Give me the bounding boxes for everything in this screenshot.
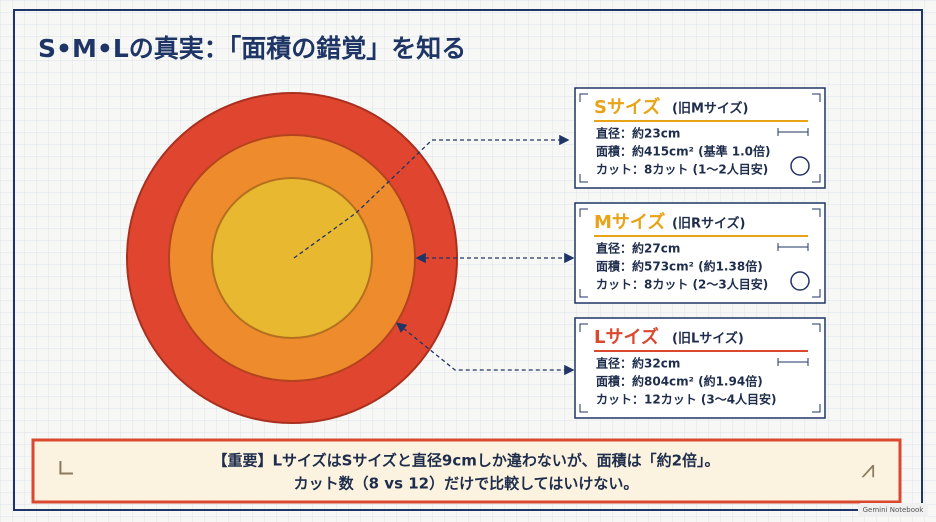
frame [13, 9, 923, 511]
arrow-s [293, 134, 570, 259]
arrow-l [395, 322, 575, 376]
info: 面積：約415cm² (基準 1.0倍) [596, 144, 771, 159]
measure-icon [777, 128, 809, 136]
banner [31, 438, 902, 504]
corner-marks [579, 208, 821, 298]
corner-marks [579, 93, 821, 183]
measure-icon [777, 243, 809, 251]
size-name: Mサイズ [594, 211, 665, 233]
arrows [293, 134, 575, 376]
banner-line: カット数（8 vs 12）だけで比較してはいけない。 [294, 475, 639, 493]
ruler-icon: ∟ [56, 455, 76, 483]
size-box [574, 317, 826, 419]
pizza-icon [790, 271, 810, 291]
pizza-icon [790, 156, 810, 176]
title: S•M•Lの真実：「面積の錯覚」を知る [38, 34, 466, 63]
info: 直径：約32cm [596, 356, 680, 371]
compass-icon: ⩘ [861, 455, 875, 483]
info: カット：8カット (2〜3人目安) [596, 277, 768, 292]
info: 面積：約573cm² (約1.38倍) [596, 259, 763, 274]
info: カット：8カット (1〜2人目安) [596, 162, 768, 177]
size-name: Lサイズ [594, 326, 659, 348]
watermark-bg [858, 503, 928, 517]
size-boxes: Sサイズ (旧Mサイズ) 直径：約23cm 面積：約415cm² (基準 1.0倍) カ… [574, 87, 826, 419]
size-box [574, 87, 826, 189]
size-old-name: (旧Lサイズ) [672, 331, 744, 347]
size-box [574, 202, 826, 304]
corner-marks [579, 323, 821, 413]
circle-s [211, 177, 373, 339]
banner-line: 【重要】LサイズはSサイズと直径9cmしか違わないが、面積は「約2倍」。 [212, 452, 719, 470]
size-old-name: (旧Rサイズ) [672, 216, 746, 232]
info: カット：12カット (3〜4人目安) [596, 392, 777, 407]
info: 直径：約23cm [596, 126, 680, 141]
info: 直径：約27cm [596, 241, 680, 256]
measure-icon [777, 358, 809, 366]
watermark: Gemini Notebook [863, 506, 925, 514]
info: 面積：約804cm² (約1.94倍) [596, 374, 763, 389]
size-old-name: (旧Mサイズ) [672, 101, 748, 117]
size-name: Sサイズ [594, 96, 660, 118]
